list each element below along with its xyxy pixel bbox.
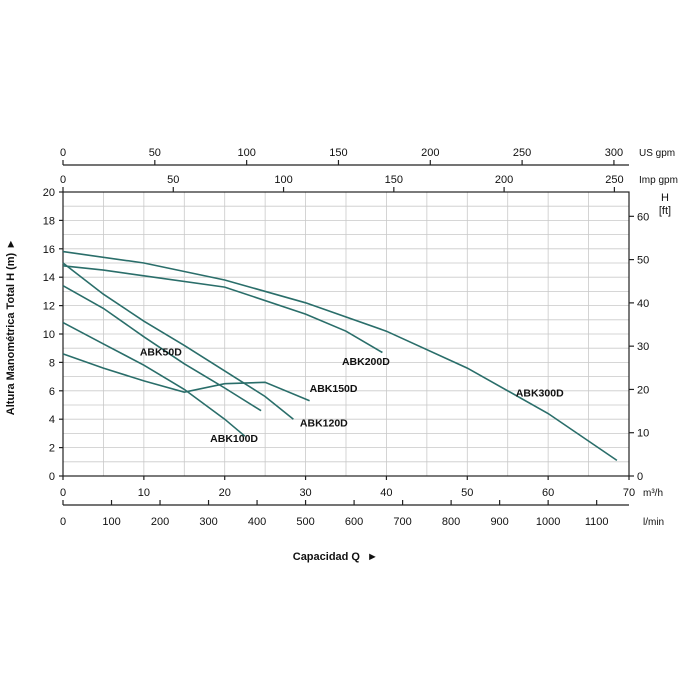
- x-axis-arrow: ►: [367, 551, 378, 563]
- m3h-unit-label: m³/h: [643, 488, 663, 499]
- performance-curves: ABK50D ABK100D ABK120D ABK150D ABK200D ABK300…: [62, 250, 618, 462]
- m3h-tick-label: 0: [60, 487, 66, 499]
- imp-gpm-unit-label: Imp gpm: [639, 175, 678, 186]
- m3h-tick-label: 60: [542, 487, 554, 499]
- lmin-tick-label: 700: [393, 516, 411, 528]
- ft-tick-label: 20: [637, 384, 649, 396]
- curve-abk100d: [62, 321, 246, 437]
- curve-label-abk120d: ABK120D: [300, 417, 348, 429]
- ft-tick-label: 50: [637, 255, 649, 267]
- m3h-tick-label: 20: [219, 487, 231, 499]
- imp-gpm-tick-label: 50: [167, 174, 179, 186]
- y-tick-label: 6: [49, 386, 55, 398]
- curve-abk200d: [62, 265, 383, 354]
- y-tick-label: 4: [49, 414, 55, 426]
- m3h-tick-label: 10: [138, 487, 150, 499]
- curve-abk50d: [62, 285, 262, 412]
- curve-abk120d: [62, 262, 294, 420]
- lmin-tick-label: 600: [345, 516, 363, 528]
- y-tick-label: 20: [43, 187, 55, 199]
- y-axis-arrow: ►: [5, 239, 17, 250]
- curve-label-abk300d: ABK300D: [516, 387, 564, 399]
- ft-unit-label: H: [661, 192, 669, 204]
- x-axis-imp-gpm: 0 50 100 150 200 250 Imp gpm: [60, 174, 678, 192]
- ft-tick-label: 30: [637, 341, 649, 353]
- lmin-tick-label: 100: [102, 516, 120, 528]
- imp-gpm-tick-label: 200: [495, 174, 513, 186]
- lmin-tick-label: 500: [296, 516, 314, 528]
- y-axis-feet: 0 10 20 30 40 50 60 H[ft]: [629, 192, 671, 483]
- us-gpm-tick-label: 250: [513, 147, 531, 159]
- m3h-tick-label: 50: [461, 487, 473, 499]
- lmin-tick-label: 800: [442, 516, 460, 528]
- m3h-tick-label: 70: [623, 487, 635, 499]
- y-tick-label: 0: [49, 471, 55, 483]
- y-tick-label: 10: [43, 329, 55, 341]
- ft-tick-label: 40: [637, 298, 649, 310]
- us-gpm-tick-label: 0: [60, 147, 66, 159]
- ft-tick-label: 60: [637, 211, 649, 223]
- imp-gpm-tick-label: 0: [60, 174, 66, 186]
- y-tick-label: 14: [43, 272, 55, 284]
- ft-tick-label: 0: [637, 471, 643, 483]
- us-gpm-tick-label: 100: [237, 147, 255, 159]
- us-gpm-unit-label: US gpm: [639, 148, 675, 159]
- us-gpm-tick-label: 300: [605, 147, 623, 159]
- lmin-tick-label: 400: [248, 516, 266, 528]
- y-tick-label: 18: [43, 215, 55, 227]
- lmin-tick-label: 300: [199, 516, 217, 528]
- y-axis-meters: 0 2 4 6 8 10 12 14 16 18 20: [43, 187, 63, 483]
- curve-label-abk150d: ABK150D: [310, 383, 358, 395]
- lmin-tick-label: 900: [490, 516, 508, 528]
- m3h-tick-label: 30: [299, 487, 311, 499]
- curve-abk300d: [62, 250, 618, 462]
- imp-gpm-tick-label: 100: [274, 174, 292, 186]
- grid: [63, 192, 629, 476]
- y-tick-label: 2: [49, 443, 55, 455]
- ft-unit-label: [ft]: [659, 205, 671, 217]
- x-axis-us-gpm: 0 50 100 150 200 250 300 US gpm: [60, 147, 675, 166]
- curve-abk150d: [62, 353, 310, 402]
- x-axis-title: Capacidad Q: [293, 551, 361, 563]
- lmin-tick-label: 0: [60, 516, 66, 528]
- y-tick-label: 16: [43, 244, 55, 256]
- m3h-tick-label: 40: [380, 487, 392, 499]
- x-axis-title-group: Capacidad Q ►: [293, 551, 378, 563]
- lmin-tick-label: 200: [151, 516, 169, 528]
- curve-label-abk50d: ABK50D: [140, 346, 182, 358]
- curve-label-abk200d: ABK200D: [342, 356, 390, 368]
- y-tick-label: 8: [49, 357, 55, 369]
- us-gpm-tick-label: 50: [149, 147, 161, 159]
- ft-tick-label: 10: [637, 428, 649, 440]
- y-axis-title: Altura Manométrica Total H (m): [5, 252, 17, 415]
- us-gpm-tick-label: 150: [329, 147, 347, 159]
- us-gpm-tick-label: 200: [421, 147, 439, 159]
- lmin-tick-label: 1100: [585, 516, 609, 528]
- lmin-tick-label: 1000: [536, 516, 560, 528]
- x-axis-lmin: 0 100 200 300 400 500 600 700 800 900 1000 1100 l/mi…: [60, 500, 664, 528]
- x-axis-m3h: 0 10 20 30 40 50 60 70 m³/h: [60, 476, 663, 499]
- lmin-unit-label: l/min: [643, 517, 664, 528]
- imp-gpm-tick-label: 250: [605, 174, 623, 186]
- y-tick-label: 12: [43, 301, 55, 313]
- curve-label-abk100d: ABK100D: [210, 433, 258, 445]
- imp-gpm-tick-label: 150: [385, 174, 403, 186]
